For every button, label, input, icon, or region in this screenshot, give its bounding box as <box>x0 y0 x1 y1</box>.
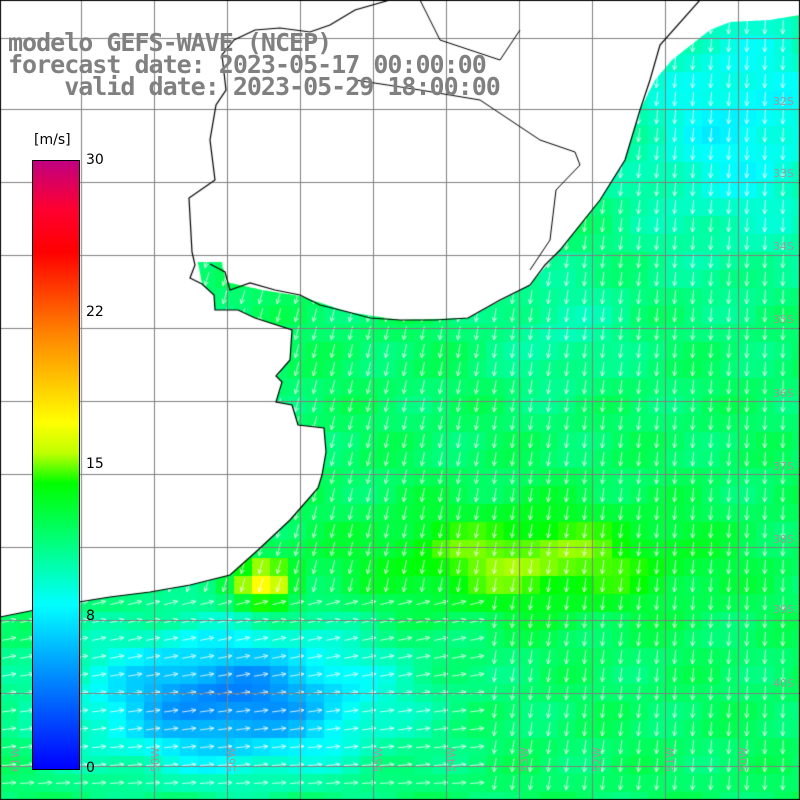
lon-label: 53W <box>518 747 531 772</box>
lat-label: 40S <box>773 677 794 690</box>
lat-label: 36S <box>773 387 794 400</box>
colorbar-label-max: 30 <box>86 152 104 168</box>
lon-label: 61W <box>9 747 22 772</box>
colorbar-label-min: 0 <box>86 760 95 776</box>
lat-label: 34S <box>773 240 794 253</box>
colorbar-label-22: 22 <box>86 304 104 320</box>
lat-label: 37S <box>773 460 794 473</box>
lon-label: 52W <box>591 747 604 772</box>
lat-label: 33S <box>773 167 794 180</box>
lon-label: 51W <box>664 747 677 772</box>
lat-label: 35S <box>773 313 794 326</box>
lat-label: 38S <box>773 533 794 546</box>
colorbar <box>32 160 80 770</box>
colorbar-unit: [m/s] <box>34 132 71 148</box>
title-model: modelo GEFS-WAVE (NCEP) <box>8 28 332 57</box>
title-forecast-date: forecast date: 2023-05-17 00:00:00 <box>8 50 487 79</box>
lon-label: 50W <box>737 747 750 772</box>
colorbar-label-15: 15 <box>86 456 104 472</box>
colorbar-label-8: 8 <box>86 608 95 624</box>
lat-label: 39S <box>773 603 794 616</box>
title-valid-date: valid date: 2023-05-29 18:00:00 <box>8 72 501 101</box>
lon-label: 54W <box>445 747 458 772</box>
lon-label: 58W <box>149 747 162 772</box>
lon-label: 56W <box>225 747 238 772</box>
lon-label: 55W <box>372 747 385 772</box>
lat-label: 32S <box>773 95 794 108</box>
